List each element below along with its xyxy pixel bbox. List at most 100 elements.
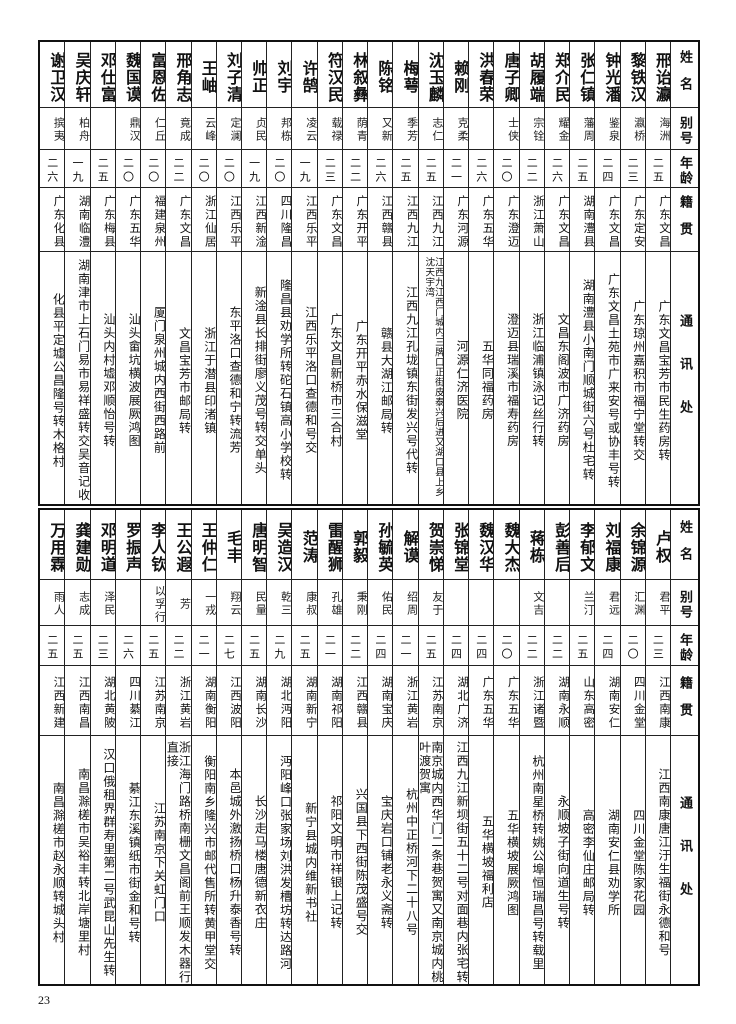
person-native: 广东梅县 (90, 188, 115, 252)
person-address: 东平洛口查德和宁转流芳 (228, 306, 242, 455)
person-address: 湖南澧县小南门顺城街六号杜宅转 (581, 279, 595, 482)
person-column: 刘福康 君远 二四 湖南安仁 湖南安仁县劝学所 (594, 510, 620, 984)
person-name: 邢诒瀛 (645, 42, 670, 108)
person-column: 余锦源 汇渊 二〇 四川金堂 四川金堂陈家花园 (619, 510, 645, 984)
person-native: 江西南昌 (65, 666, 90, 736)
person-age: 二六 (40, 150, 65, 188)
person-alias: 藩周 (570, 108, 595, 150)
person-column: 张仁镇 藩周 二五 湖南澧县 湖南澧县小南门顺城街六号杜宅转 (569, 42, 595, 504)
person-native: 江苏南京 (141, 666, 166, 736)
person-column: 唐子卿 士侠 二〇 广东澄迈 澄迈县瑞溪市福寿药房 (493, 42, 519, 504)
person-address: 汉口俄租界群寿里第二号武昆山先生转 (101, 747, 115, 978)
person-age: 二一 (317, 626, 342, 666)
person-address: 浙江于潜县印渚镇 (202, 326, 216, 435)
person-address: 江西九江新坝街五十二号对面巷内张宅转 (455, 741, 469, 984)
person-address: 广东开平赤水保滋堂 (354, 319, 368, 442)
person-alias: 康叔 (292, 580, 317, 626)
person-alias: 瀛桥 (620, 108, 645, 150)
person-name: 吴造汉 (267, 510, 292, 580)
person-column: 林叙彝 荫青 二二 广东开平 广东开平赤水保滋堂 (341, 42, 368, 504)
person-age: 二二 (166, 150, 191, 188)
person-age: 二〇 (216, 150, 242, 188)
person-name: 梅萼 (393, 42, 418, 108)
person-age: 二〇 (620, 626, 645, 666)
person-name: 林叙彝 (342, 42, 368, 108)
person-name: 胡履端 (519, 42, 544, 108)
person-column: 谢卫汉 摈夷 二六 广东化县 化县平定墟公昌隆号转木格村 (40, 42, 65, 504)
person-name: 魏汉华 (469, 510, 494, 580)
person-age: 二〇 (267, 150, 292, 188)
person-name: 解谟 (393, 510, 418, 580)
person-name: 刘子清 (216, 42, 242, 108)
person-native: 广东文昌 (317, 188, 342, 252)
person-column: 唐明智 民量 二五 湖南长沙 长沙走马楼唐德新衣庄 (241, 510, 267, 984)
person-alias: 云峰 (191, 108, 216, 150)
person-alias (469, 580, 494, 626)
person-alias: 君平 (645, 580, 670, 626)
person-native: 广东开平 (342, 188, 368, 252)
person-alias: 耀金 (544, 108, 570, 150)
person-alias: 兰汀 (570, 580, 595, 626)
person-name: 张仁镇 (570, 42, 595, 108)
person-alias: 鼎汉 (115, 108, 141, 150)
person-age: 二四 (595, 150, 620, 188)
person-native: 湖北黄陂 (90, 666, 115, 736)
person-native: 山东高密 (570, 666, 595, 736)
person-address: 汕头内村墟邓顺怡号转 (101, 313, 115, 448)
person-native: 广东五华 (469, 666, 494, 736)
person-age: 二六 (544, 150, 570, 188)
person-name: 王公遐 (166, 510, 191, 580)
person-column: 范涛 康叔 二五 湖南新宁 新宁县城内维新书社 (291, 510, 317, 984)
person-age: 二〇 (191, 150, 216, 188)
person-address: 南昌滁槎市吴裕丰转北岸塘里村 (76, 768, 90, 957)
person-age: 二二 (544, 626, 570, 666)
header-native: 籍贯 (671, 188, 698, 252)
person-name: 谢卫汉 (40, 42, 65, 108)
person-age: 二〇 (494, 150, 519, 188)
person-address: 五华同福药房 (480, 340, 494, 421)
person-name: 贺崇悌 (418, 510, 443, 580)
person-name: 吴庆轩 (65, 42, 90, 108)
person-address: 湖南安仁县劝学所 (606, 808, 620, 917)
person-column: 张锦堂 二四 湖北广济 江西九江新坝街五十二号对面巷内张宅转 (442, 510, 469, 984)
person-age: 二四 (469, 626, 494, 666)
header-column: 姓名 别号 年龄 籍贯 通讯处 (670, 42, 698, 504)
person-alias: 孔雄 (317, 580, 342, 626)
person-age: 二六 (469, 150, 494, 188)
person-age: 二五 (65, 626, 90, 666)
person-native: 广东澄迈 (494, 188, 519, 252)
person-name: 卢权 (645, 510, 670, 580)
person-native: 江西新淦 (242, 188, 267, 252)
person-native: 浙江仙居 (191, 188, 216, 252)
person-column: 符汉民 载禄 二三 广东文昌 广东文昌新桥市三合村 (316, 42, 342, 504)
person-native: 浙江黄岩 (166, 666, 191, 736)
person-age: 二一 (443, 150, 469, 188)
person-address: 新宁县城内维新书社 (303, 801, 317, 924)
person-alias: 君远 (595, 580, 620, 626)
person-native: 浙江黄岩 (393, 666, 418, 736)
person-name: 蒋栋 (519, 510, 544, 580)
person-native: 江西新建 (40, 666, 65, 736)
person-age: 二三 (317, 150, 342, 188)
person-address: 河源仁济医院 (455, 340, 469, 421)
person-column: 魏汉华 二四 广东五华 五华横坡福利店 (468, 510, 494, 984)
person-age: 一九 (65, 150, 90, 188)
person-age: 二五 (570, 626, 595, 666)
person-name: 沈玉麟 (418, 42, 443, 108)
person-alias: 竟成 (166, 108, 191, 150)
person-name: 钟光潘 (595, 42, 620, 108)
person-alias: 翔云 (216, 580, 242, 626)
person-native: 广东五华 (494, 666, 519, 736)
person-alias: 士侠 (494, 108, 519, 150)
person-age: 二〇 (141, 150, 166, 188)
person-name: 龚建勋 (65, 510, 90, 580)
person-name: 洪春荣 (469, 42, 494, 108)
person-alias: 志成 (65, 580, 90, 626)
person-name: 邓明道 (90, 510, 115, 580)
person-column: 梅萼 季芳 二五 江西九江 江西九江孔垅镇东街发兴号代转 (392, 42, 418, 504)
person-address: 湖南津市上石门易市易祥盛转交吴音记收 (76, 259, 90, 502)
person-native: 广东化县 (40, 188, 65, 252)
person-address: 汕头畲坑横波展厥鸿图 (127, 313, 141, 448)
person-name: 郑介民 (544, 42, 570, 108)
person-alias (115, 580, 141, 626)
